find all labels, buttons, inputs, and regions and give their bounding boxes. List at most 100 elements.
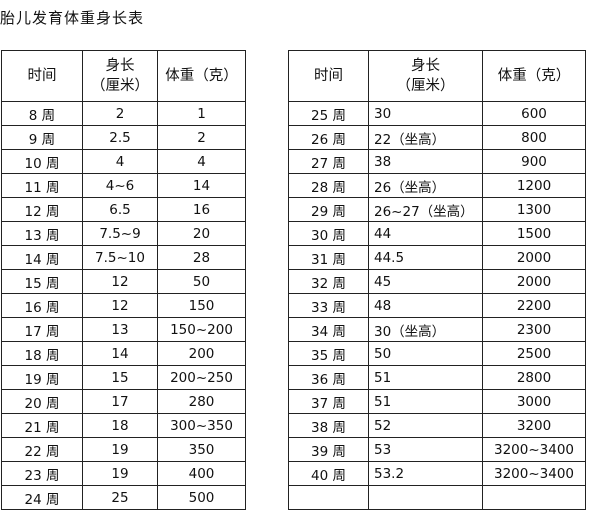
table-row: 36 周 51 2800	[288, 365, 586, 390]
cell-week: 9 周	[1, 125, 83, 150]
table-row: 20 周 17 280	[1, 389, 246, 414]
cell-weight: 1200	[482, 173, 586, 198]
cell-week: 20 周	[1, 389, 83, 414]
cell-weight: 4	[157, 149, 246, 174]
cell-length: 45	[368, 269, 483, 294]
table-row: 9 周 2.5 2	[1, 125, 246, 150]
table-row: 37 周 51 3000	[288, 389, 586, 414]
cell-length: 2	[82, 101, 158, 126]
header-length-line2: （厘米）	[91, 78, 149, 94]
cell-weight: 1	[157, 101, 246, 126]
cell-length: 30	[368, 101, 483, 126]
cell-length: 38	[368, 149, 483, 174]
cell-weight: 1500	[482, 221, 586, 246]
cell-week: 30 周	[288, 221, 369, 246]
header-length-line1: 身长	[411, 58, 440, 74]
cell-week: 18 周	[1, 341, 83, 366]
cell-week: 14 周	[1, 245, 83, 270]
cell-weight: 800	[482, 125, 586, 150]
table-row: 31 周 44.5 2000	[288, 245, 586, 270]
table-row: 27 周 38 900	[288, 149, 586, 174]
cell-week: 16 周	[1, 293, 83, 318]
growth-table-weeks-25-40: 时间 身长 （厘米） 体重（克） 25 周 30 600 26 周 22（坐高） 800 2…	[288, 50, 586, 510]
cell-week: 34 周	[288, 317, 369, 342]
table-row: 22 周 19 350	[1, 437, 246, 462]
table-row: 11 周 4~6 14	[1, 173, 246, 198]
cell-weight: 280	[157, 389, 246, 414]
table-row: 21 周 18 300~350	[1, 413, 246, 438]
cell-weight: 400	[157, 461, 246, 486]
table-row: 32 周 45 2000	[288, 269, 586, 294]
cell-weight: 20	[157, 221, 246, 246]
cell-week: 40 周	[288, 461, 369, 486]
cell-week: 32 周	[288, 269, 369, 294]
cell-week: 27 周	[288, 149, 369, 174]
table-row: 26 周 22（坐高） 800	[288, 125, 586, 150]
cell-weight: 150	[157, 293, 246, 318]
cell-weight: 350	[157, 437, 246, 462]
cell-week: 12 周	[1, 197, 83, 222]
page-title: 胎儿发育体重身长表	[0, 9, 145, 27]
cell-weight: 50	[157, 269, 246, 294]
cell-week: 25 周	[288, 101, 369, 126]
cell-length: 48	[368, 293, 483, 318]
cell-length: 12	[82, 269, 158, 294]
table-row: 39 周 53 3200~3400	[288, 437, 586, 462]
cell-week: 37 周	[288, 389, 369, 414]
table-header-row: 时间 身长 （厘米） 体重（克）	[1, 50, 246, 102]
cell-length: 4~6	[82, 173, 158, 198]
cell-length: 2.5	[82, 125, 158, 150]
cell-weight: 2000	[482, 245, 586, 270]
cell-week: 33 周	[288, 293, 369, 318]
cell-weight: 150~200	[157, 317, 246, 342]
cell-length: 44.5	[368, 245, 483, 270]
header-weight: 体重（克）	[157, 50, 246, 102]
cell-week	[288, 485, 369, 510]
table-row	[288, 485, 586, 510]
cell-weight: 3200	[482, 413, 586, 438]
cell-week: 10 周	[1, 149, 83, 174]
cell-length: 4	[82, 149, 158, 174]
cell-weight: 2200	[482, 293, 586, 318]
cell-week: 11 周	[1, 173, 83, 198]
cell-length: 52	[368, 413, 483, 438]
cell-weight: 200	[157, 341, 246, 366]
cell-weight: 2500	[482, 341, 586, 366]
cell-week: 19 周	[1, 365, 83, 390]
table-row: 23 周 19 400	[1, 461, 246, 486]
header-weight: 体重（克）	[482, 50, 586, 102]
cell-length: 7.5~10	[82, 245, 158, 270]
cell-length: 53.2	[368, 461, 483, 486]
cell-length: 30（坐高）	[368, 317, 483, 342]
cell-length: 15	[82, 365, 158, 390]
table-row: 40 周 53.2 3200~3400	[288, 461, 586, 486]
cell-weight: 500	[157, 485, 246, 510]
cell-week: 36 周	[288, 365, 369, 390]
cell-length: 44	[368, 221, 483, 246]
table-row: 29 周 26~27（坐高） 1300	[288, 197, 586, 222]
cell-week: 22 周	[1, 437, 83, 462]
cell-week: 28 周	[288, 173, 369, 198]
table-row: 12 周 6.5 16	[1, 197, 246, 222]
cell-weight: 600	[482, 101, 586, 126]
table-body: 25 周 30 600 26 周 22（坐高） 800 27 周 38 900 28 周 26（坐高…	[288, 101, 586, 510]
cell-weight: 2300	[482, 317, 586, 342]
table-header-row: 时间 身长 （厘米） 体重（克）	[288, 50, 586, 102]
header-time: 时间	[1, 50, 83, 102]
cell-length: 13	[82, 317, 158, 342]
cell-weight: 1300	[482, 197, 586, 222]
header-time: 时间	[288, 50, 369, 102]
cell-week: 23 周	[1, 461, 83, 486]
cell-weight: 14	[157, 173, 246, 198]
header-length-line1: 身长	[105, 58, 135, 74]
cell-week: 21 周	[1, 413, 83, 438]
header-length-line2: （厘米）	[396, 78, 455, 94]
cell-weight: 2800	[482, 365, 586, 390]
table-row: 30 周 44 1500	[288, 221, 586, 246]
cell-week: 31 周	[288, 245, 369, 270]
table-row: 17 周 13 150~200	[1, 317, 246, 342]
cell-weight: 3200~3400	[482, 437, 586, 462]
cell-weight	[482, 485, 586, 510]
